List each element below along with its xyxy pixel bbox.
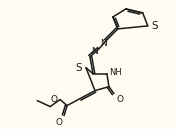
Text: O: O	[50, 95, 57, 104]
Text: O: O	[117, 95, 124, 104]
Text: O: O	[55, 118, 62, 127]
Text: N: N	[100, 39, 107, 48]
Text: N: N	[91, 47, 98, 56]
Text: S: S	[152, 21, 158, 31]
Text: S: S	[75, 63, 82, 73]
Text: NH: NH	[109, 68, 122, 77]
